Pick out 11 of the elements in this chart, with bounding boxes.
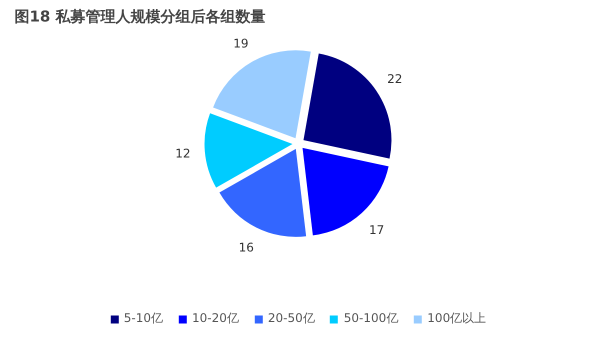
legend-label: 5-10亿 (124, 310, 164, 327)
data-label: 17 (368, 222, 384, 237)
legend-label: 50-100亿 (344, 310, 398, 327)
data-label: 16 (238, 240, 254, 255)
legend-label: 20-50亿 (268, 310, 315, 327)
chart-title: 图18 私募管理人规模分组后各组数量 (14, 8, 266, 26)
data-label: 22 (387, 72, 402, 86)
legend-label: 10-20亿 (192, 310, 239, 327)
data-label: 12 (175, 146, 191, 160)
legend-label: 100亿以上 (427, 310, 486, 327)
data-label: 19 (233, 36, 249, 50)
